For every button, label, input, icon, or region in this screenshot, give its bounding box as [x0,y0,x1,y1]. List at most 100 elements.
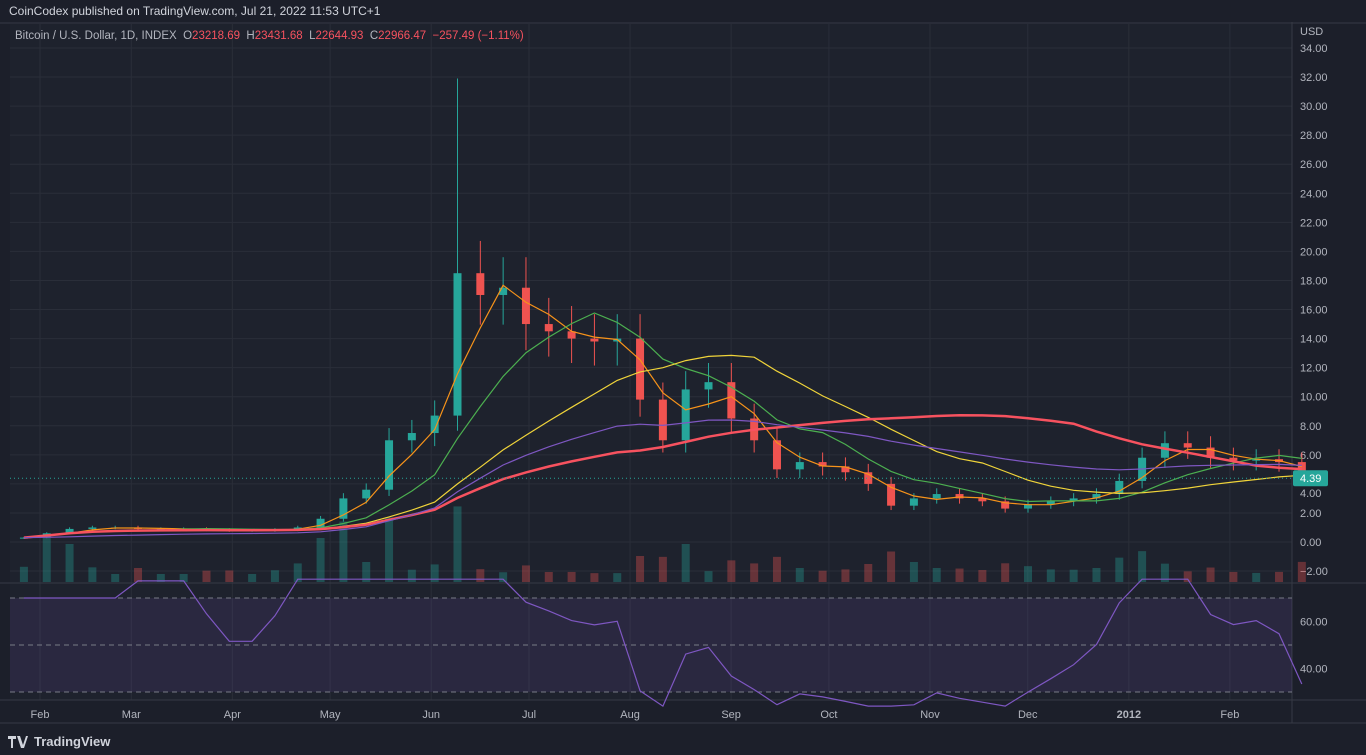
volume-bar [658,556,667,582]
candle-body [978,498,987,502]
x-tick-label: Jun [422,709,440,721]
volume-bar [385,517,394,582]
volume-bar [750,563,759,582]
volume-bar [476,569,485,582]
volume-bar [453,506,462,582]
volume-bar [1183,571,1192,582]
published-caption: CoinCodex published on TradingView.com, … [9,4,381,18]
candle-body [681,389,690,441]
y-tick-label: 12.00 [1300,363,1328,375]
volume-bar [1046,569,1055,582]
volume-bar [499,572,508,582]
volume-bar [681,544,690,582]
candle-body [521,287,530,325]
x-tick-label: Feb [1220,709,1239,721]
volume-bar [1160,563,1169,582]
moving-average-line [23,419,1302,539]
candle-body [1297,462,1306,479]
candle-body [1160,443,1169,458]
high-label: H [246,30,255,42]
open-value: 23218.69 [192,30,241,42]
x-tick-label: Oct [820,709,837,721]
candle-body [316,518,325,528]
candle-body [362,489,371,499]
y-tick-label: 28.00 [1300,130,1328,142]
volume-bar [1275,571,1284,582]
volume-bar [65,544,74,582]
volume-bar [887,551,896,582]
volume-bar [407,569,416,582]
x-tick-label: Aug [620,709,640,721]
rsi-tick-label: 60.00 [1300,617,1328,629]
volume-bar [293,563,302,582]
low-value: 22644.93 [315,30,364,42]
candle-body [88,527,97,529]
volume-bar [1297,561,1306,582]
volume-bar [156,574,165,582]
x-tick-label: Dec [1018,709,1038,721]
candle-body [499,287,508,295]
moving-average-line [23,414,1302,539]
ohlc-legend: Bitcoin / U.S. Dollar, 1D, INDEX O23218.… [15,30,524,42]
candle-body [407,433,416,441]
candle-body [453,273,462,416]
candle-body [567,331,576,339]
volume-bar [1229,571,1238,582]
volume-bar [704,571,713,582]
y-tick-label: 32.00 [1300,72,1328,84]
candle-body [704,382,713,390]
y-tick-label: 34.00 [1300,43,1328,55]
volume-bar [1138,551,1147,582]
volume-bar [430,564,439,582]
x-tick-label: Sep [721,709,741,721]
x-tick-label: Nov [920,709,940,721]
candle-body [1229,457,1238,461]
volume-bar [955,568,964,582]
close-label: C [369,30,379,42]
volume-bar [19,566,28,582]
volume-bar [362,562,371,582]
candle-body [955,494,964,499]
volume-bar [909,562,918,582]
open-label: O [183,30,193,42]
candle-body [1206,447,1215,458]
x-tick-label: Apr [224,709,241,721]
volume-bar [795,568,804,582]
candle-body [636,338,645,400]
volume-bar [613,573,622,582]
candle-body [909,498,918,506]
volume-bar [1024,566,1032,582]
candle-body [385,440,394,490]
volume-bar [111,574,120,582]
candle-body [887,483,896,506]
volume-bar [1069,569,1078,582]
moving-average-line [23,312,1302,539]
symbol-name[interactable]: Bitcoin / U.S. Dollar, 1D, INDEX [15,30,177,42]
volume-bar [88,567,97,582]
candle-body [772,440,781,470]
high-value: 23431.68 [254,30,303,42]
volume-bar [1115,557,1124,582]
candle-body [293,527,302,530]
low-label: L [309,30,316,42]
x-tick-label: Jul [522,709,536,721]
volume-bar [316,538,325,582]
tradingview-footer[interactable]: TradingView [8,734,110,749]
candle-body [1252,459,1261,461]
candle-body [1001,501,1010,509]
x-tick-label: Mar [122,709,141,721]
candle-body [1183,443,1192,448]
volume-bar [270,570,279,582]
candle-body [841,466,850,473]
y-tick-label: −2.00 [1300,566,1328,578]
rsi-line [23,578,1303,707]
change-value: −257.49 (−1.11%) [432,30,524,42]
candle-body [1069,498,1078,502]
volume-bar [636,556,645,582]
volume-bar [932,568,941,582]
volume-bar [841,569,850,582]
y-tick-label: 2.00 [1300,508,1321,520]
volume-bar [1252,572,1261,582]
candle-body [1092,494,1101,499]
